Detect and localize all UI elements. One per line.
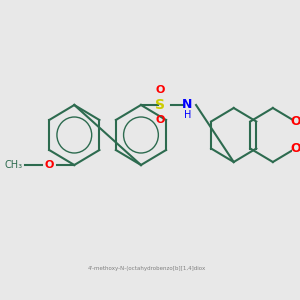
Text: O: O	[290, 142, 300, 155]
Text: O: O	[155, 85, 164, 95]
Text: S: S	[155, 98, 165, 112]
Text: O: O	[290, 115, 300, 128]
Text: O: O	[155, 115, 164, 125]
Text: N: N	[182, 98, 193, 112]
Text: CH₃: CH₃	[4, 160, 22, 170]
Text: 4'-methoxy-N-(octahydrobenzo[b][1,4]diox: 4'-methoxy-N-(octahydrobenzo[b][1,4]diox	[88, 266, 206, 271]
Text: O: O	[45, 160, 54, 170]
Text: H: H	[184, 110, 191, 121]
